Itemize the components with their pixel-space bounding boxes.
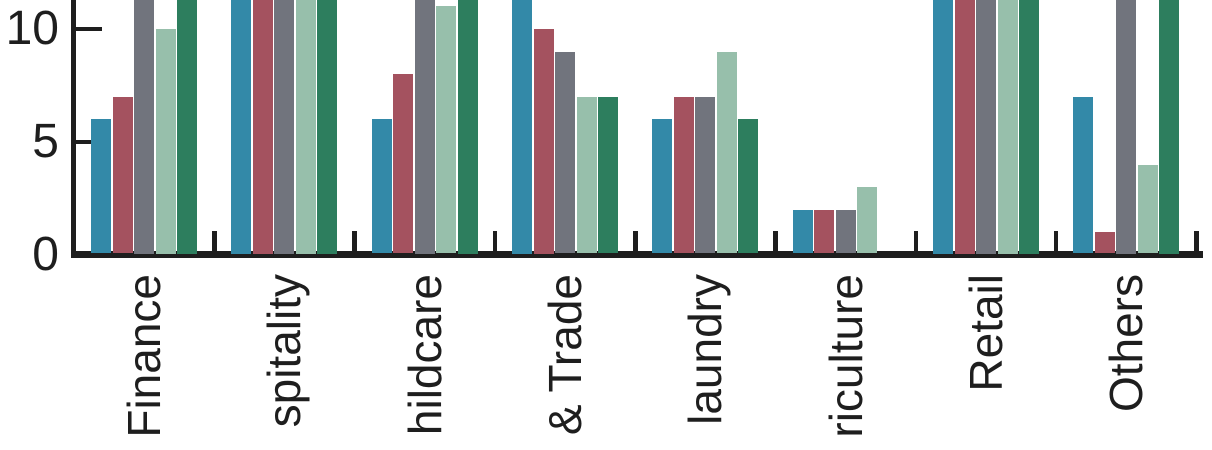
x-category-label: laundry — [679, 274, 732, 425]
bar-maroon-red — [112, 96, 133, 254]
bar-teal-blue — [231, 0, 252, 254]
bar-pale-green — [155, 29, 176, 254]
y-tick-label: 0 — [32, 228, 59, 281]
bar-teal-blue — [933, 0, 954, 254]
bar-teal-blue — [91, 119, 112, 254]
bar-dark-green — [457, 0, 478, 254]
bar-maroon-red — [814, 209, 835, 254]
bar-pale-green — [997, 0, 1018, 254]
y-axis-line — [71, 0, 76, 258]
bar-dark-green — [317, 0, 338, 254]
x-tick — [633, 231, 638, 251]
bar-maroon-red — [533, 29, 554, 254]
x-category-label: Finance — [118, 274, 171, 438]
y-tick-label: 10 — [5, 2, 59, 55]
bar-teal-blue — [652, 119, 673, 254]
x-axis-line — [71, 251, 1203, 258]
bar-pale-green — [1137, 164, 1158, 254]
x-tick — [352, 231, 357, 251]
bar-gray — [555, 51, 576, 254]
bar-gray — [134, 0, 155, 254]
x-category-label: Others — [1100, 274, 1153, 413]
x-category-label: hildcare — [398, 274, 451, 436]
bar-teal-blue — [512, 0, 533, 254]
bar-gray — [835, 209, 856, 254]
bar-maroon-red — [393, 74, 414, 254]
x-tick — [773, 231, 778, 251]
bar-gray — [274, 0, 295, 254]
bar-teal-blue — [371, 119, 392, 254]
x-tick — [212, 231, 217, 251]
bar-pale-green — [295, 0, 316, 254]
y-tick — [75, 26, 102, 32]
bar-dark-green — [1019, 0, 1040, 254]
bar-dark-green — [1159, 0, 1180, 254]
bar-gray — [695, 96, 716, 254]
x-category-label: riculture — [819, 274, 872, 438]
bar-maroon-red — [673, 96, 694, 254]
bar-maroon-red — [252, 0, 273, 254]
bar-gray — [976, 0, 997, 254]
x-tick — [913, 231, 919, 251]
bar-pale-green — [576, 96, 597, 254]
x-tick — [1053, 231, 1059, 251]
x-category-label: & Trade — [539, 274, 592, 436]
bar-dark-green — [177, 0, 198, 254]
x-category-label: spitality — [258, 274, 311, 428]
y-tick-label: 5 — [32, 115, 59, 168]
bar-teal-blue — [1073, 96, 1094, 254]
bar-pale-green — [716, 51, 737, 254]
y-tick — [75, 139, 102, 145]
bar-dark-green — [738, 119, 759, 254]
bar-gray — [414, 0, 435, 254]
bar-maroon-red — [954, 0, 975, 254]
bar-dark-green — [598, 96, 619, 254]
bar-pale-green — [436, 6, 457, 254]
x-tick — [1194, 231, 1199, 251]
x-category-label: Retail — [960, 274, 1013, 392]
bar-gray — [1116, 0, 1137, 254]
bar-pale-green — [857, 187, 878, 254]
bar-teal-blue — [792, 209, 813, 254]
x-tick — [492, 231, 498, 251]
bar-maroon-red — [1094, 232, 1115, 254]
